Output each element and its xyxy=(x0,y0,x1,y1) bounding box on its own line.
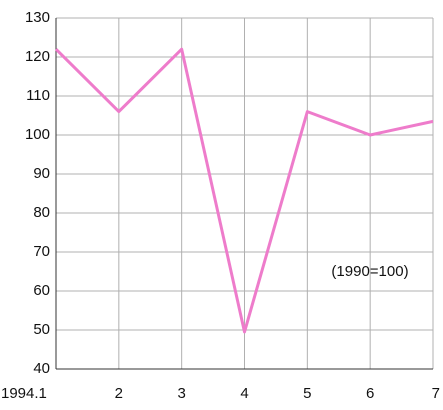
x-tick-label: 3 xyxy=(177,385,185,402)
x-tick-label: 6 xyxy=(366,385,374,402)
x-tick-label: 4 xyxy=(240,385,248,402)
x-tick-label: 7 xyxy=(432,385,440,402)
y-tick-label: 130 xyxy=(25,9,50,26)
line xyxy=(54,47,434,334)
x-tick-label: 1994.1 xyxy=(1,385,47,402)
y-tick-label: 120 xyxy=(25,48,50,65)
x-tick-label: 5 xyxy=(303,385,311,402)
y-tick-label: 70 xyxy=(33,243,50,260)
y-tick-label: 110 xyxy=(26,87,50,104)
y-tick-label: 90 xyxy=(33,165,50,182)
y-tick-label: 80 xyxy=(33,204,50,221)
y-tick-label: 40 xyxy=(33,360,50,377)
y-tick-label: 60 xyxy=(33,282,50,299)
y-tick-label: 100 xyxy=(25,126,50,143)
x-tick-label: 2 xyxy=(115,385,123,402)
y-tick-label: 50 xyxy=(33,321,50,338)
